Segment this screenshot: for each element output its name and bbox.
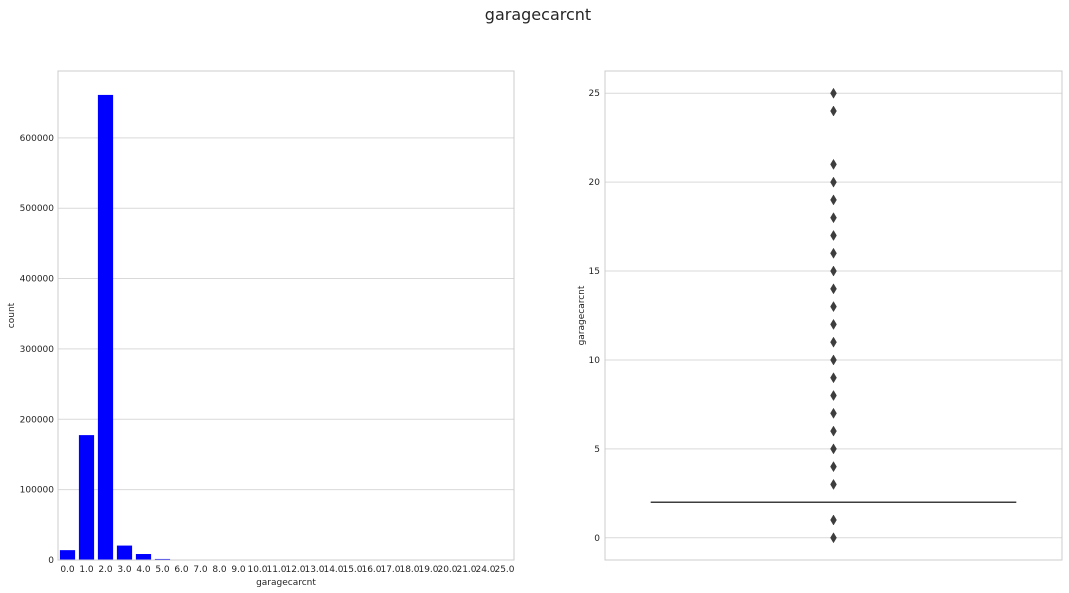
bar-chart-x-ticks: 0.0 1.0 2.0 3.0 4.0 5.0 6.0 7.0 8.0 9.0 10.011.012… — [60, 565, 514, 575]
outlier-point — [830, 87, 837, 99]
bar-x-tick-label: 19.0 — [418, 565, 438, 575]
outlier-point — [830, 212, 837, 224]
outlier-point — [830, 158, 837, 170]
outlier-point — [830, 425, 837, 437]
box-y-tick-label: 10 — [589, 356, 601, 366]
bar-x-tick-label: 1.0 — [79, 565, 94, 575]
bar — [116, 545, 133, 560]
outlier-point — [830, 532, 837, 544]
bar-y-tick-label: 400000 — [20, 275, 55, 285]
bar-x-tick-label: 16.0 — [361, 565, 381, 575]
bar-y-tick-label: 200000 — [20, 415, 55, 425]
outlier-point — [830, 247, 837, 259]
box-y-tick-label: 0 — [594, 534, 600, 544]
box-plot-y-ticks: 0 5 10 15 20 25 — [589, 89, 601, 544]
outlier-point — [830, 176, 837, 188]
bar-x-tick-label: 10.0 — [247, 565, 267, 575]
bar-x-tick-label: 17.0 — [380, 565, 400, 575]
bar-y-tick-label: 0 — [48, 556, 54, 566]
box-y-tick-label: 15 — [589, 267, 600, 277]
box-y-tick-label: 20 — [589, 178, 601, 188]
bar-x-tick-label: 3.0 — [117, 565, 132, 575]
bar — [78, 435, 95, 560]
box-plot-y-axis-label: garagecarcnt — [577, 285, 587, 345]
bar-x-tick-label: 14.0 — [323, 565, 343, 575]
outlier-point — [830, 407, 837, 419]
bar-chart-y-axis-label: count — [7, 302, 17, 328]
bar-x-tick-label: 8.0 — [212, 565, 227, 575]
bar-x-tick-label: 11.0 — [266, 565, 286, 575]
figure-title: garagecarcnt — [485, 5, 591, 24]
outlier-point — [830, 443, 837, 455]
bar-chart-bars — [59, 94, 513, 560]
outlier-point — [830, 318, 837, 330]
bar-x-tick-label: 25.0 — [494, 565, 514, 575]
bar-x-tick-label: 7.0 — [193, 565, 208, 575]
bar-x-tick-label: 2.0 — [98, 565, 113, 575]
outlier-point — [830, 194, 837, 206]
bar-chart-panel: 0 100000 200000 300000 400000 500000 600000 0.… — [7, 70, 515, 588]
bar — [59, 550, 76, 560]
box-plot-marks — [650, 87, 1017, 544]
bar-x-tick-label: 12.0 — [285, 565, 305, 575]
bar-x-tick-label: 13.0 — [304, 565, 324, 575]
outlier-point — [830, 105, 837, 117]
box-plot-frame — [604, 70, 1063, 561]
box-plot-panel: 0 5 10 15 20 25 garagecarcnt — [577, 70, 1063, 561]
outlier-point — [830, 283, 837, 295]
bar — [135, 554, 152, 560]
bar-x-tick-label: 18.0 — [399, 565, 419, 575]
bar-x-tick-label: 4.0 — [136, 565, 151, 575]
box-y-tick-label: 5 — [594, 445, 600, 455]
bar-y-tick-label: 600000 — [20, 134, 55, 144]
outlier-point — [830, 514, 837, 526]
bar-x-tick-label: 24.0 — [475, 565, 495, 575]
box-y-tick-label: 25 — [589, 89, 600, 99]
bar-y-tick-label: 500000 — [20, 204, 55, 214]
bar-x-tick-label: 9.0 — [231, 565, 246, 575]
bar-x-tick-label: 0.0 — [60, 565, 75, 575]
bar — [154, 558, 171, 560]
outlier-point — [830, 461, 837, 473]
bar-x-tick-label: 21.0 — [456, 565, 476, 575]
outlier-point — [830, 390, 837, 402]
outlier-point — [830, 336, 837, 348]
bar-x-tick-label: 20.0 — [437, 565, 457, 575]
bar — [97, 94, 114, 560]
outlier-point — [830, 478, 837, 490]
outlier-point — [830, 354, 837, 366]
bar-chart-y-ticks: 0 100000 200000 300000 400000 500000 600000 — [20, 134, 55, 566]
bar-x-tick-label: 6.0 — [174, 565, 189, 575]
bar-chart-gridlines — [58, 137, 514, 561]
outlier-point — [830, 372, 837, 384]
bar-y-tick-label: 100000 — [20, 486, 55, 496]
outlier-point — [830, 265, 837, 277]
bar-chart-frame — [57, 70, 515, 561]
outlier-point — [830, 301, 837, 313]
bar-x-tick-label: 15.0 — [342, 565, 362, 575]
outlier-point — [830, 229, 837, 241]
bar-y-tick-label: 300000 — [20, 345, 55, 355]
bar-x-tick-label: 5.0 — [155, 565, 170, 575]
bar-chart-x-axis-label: garagecarcnt — [256, 578, 316, 588]
